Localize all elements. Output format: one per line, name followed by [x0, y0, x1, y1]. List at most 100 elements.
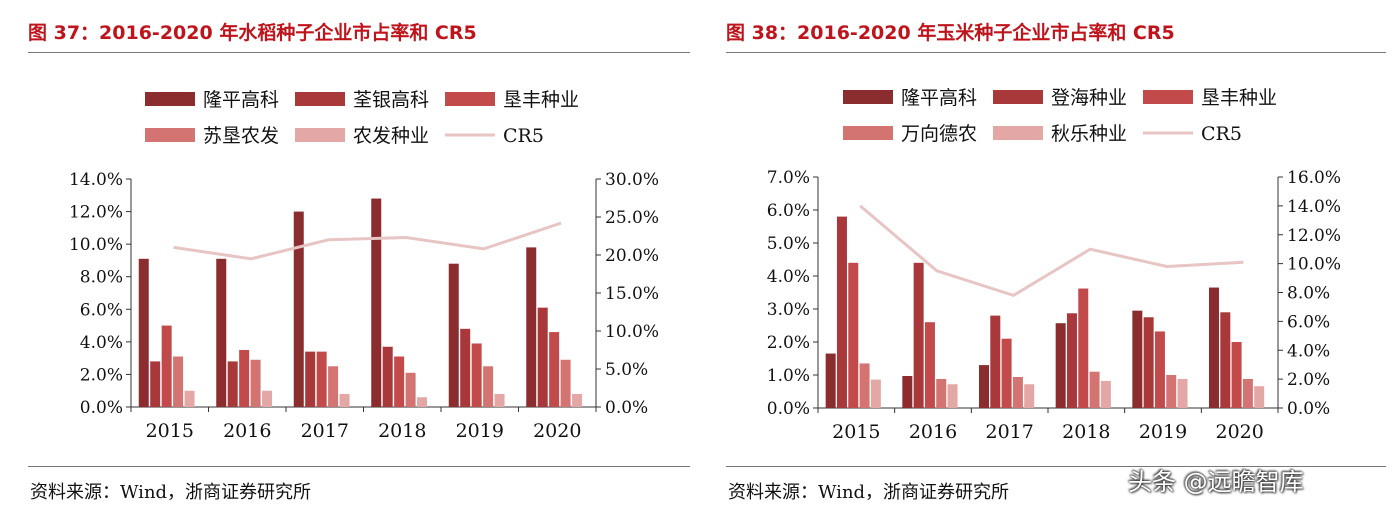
- y-left-tick-label: 10.0%: [69, 235, 123, 255]
- bar-万向德农: [1166, 375, 1177, 408]
- bar-垦丰种业: [549, 332, 560, 407]
- bar-隆平高科: [293, 211, 304, 407]
- y-right-tick-label: 14.0%: [1287, 197, 1341, 217]
- legend-label: 万向德农: [901, 123, 977, 145]
- x-tick-label: 2015: [832, 421, 880, 443]
- x-tick-label: 2019: [456, 420, 504, 442]
- line-CR5: [173, 221, 562, 261]
- bar-苏垦农发: [560, 359, 571, 407]
- y-right-tick-label: 0.0%: [605, 398, 648, 418]
- y-right-tick-label: 25.0%: [605, 208, 659, 228]
- legend-label: 秋乐种业: [1051, 123, 1127, 145]
- chart-source: 资料来源：Wind，浙商证券研究所: [30, 482, 312, 503]
- chart-panel-rice: 图 37：2016-2020 年水稻种子企业市占率和 CR5 隆平高科 荃银高科 垦…: [28, 0, 690, 509]
- legend-swatch: [295, 92, 345, 106]
- legend-swatch: [145, 128, 195, 142]
- bar-苏垦农发: [328, 366, 339, 407]
- y-right-tick-label: 16.0%: [1287, 168, 1341, 188]
- bar-垦丰种业: [161, 325, 172, 407]
- watermark-text: 头条 @远瞻智库: [1128, 468, 1304, 496]
- x-tick-label: 2018: [1062, 421, 1110, 443]
- bar-登海种业: [1143, 317, 1154, 408]
- bar-苏垦农发: [405, 372, 416, 407]
- legend-label: CR5: [503, 125, 544, 147]
- legend-label: 荃银高科: [353, 89, 429, 111]
- legend-swatch: [1143, 90, 1193, 104]
- bar-隆平高科: [825, 353, 836, 408]
- x-tick-label: 2018: [378, 420, 426, 442]
- bar-农发种业: [417, 397, 428, 407]
- y-right-tick-label: 6.0%: [1287, 312, 1330, 332]
- y-right-tick-label: 10.0%: [1287, 255, 1341, 275]
- y-right-tick-label: 30.0%: [605, 170, 659, 190]
- bar-农发种业: [572, 393, 583, 407]
- bar-垦丰种业: [1001, 338, 1012, 408]
- y-right-tick-label: 20.0%: [605, 246, 659, 266]
- bar-隆平高科: [1209, 287, 1219, 408]
- bar-苏垦农发: [250, 359, 261, 407]
- y-left-tick-label: 7.0%: [767, 168, 810, 188]
- y-left-tick-label: 14.0%: [69, 170, 123, 190]
- y-left-tick-label: 8.0%: [80, 268, 123, 288]
- bar-荃银高科: [227, 361, 238, 407]
- legend-swatch: [295, 128, 345, 142]
- bar-隆平高科: [526, 247, 537, 407]
- bar-垦丰种业: [1154, 331, 1165, 408]
- bar-秋乐种业: [1254, 386, 1265, 408]
- bar-垦丰种业: [394, 356, 405, 407]
- y-right-tick-label: 2.0%: [1287, 370, 1330, 390]
- bar-荃银高科: [150, 361, 161, 407]
- bar-农发种业: [339, 393, 350, 407]
- bar-秋乐种业: [947, 384, 958, 408]
- bar-登海种业: [913, 262, 924, 408]
- bar-农发种业: [184, 390, 195, 407]
- legend-swatch: [993, 90, 1043, 104]
- x-tick-label: 2020: [1215, 421, 1263, 443]
- bar-秋乐种业: [1177, 378, 1188, 408]
- y-right-tick-label: 8.0%: [1287, 284, 1330, 304]
- y-right-tick-label: 5.0%: [605, 360, 648, 380]
- legend-label: 垦丰种业: [503, 89, 579, 111]
- bar-万向德农: [936, 378, 947, 408]
- legend-label: 隆平高科: [203, 89, 279, 111]
- legend-swatch: [993, 126, 1043, 140]
- line-CR5: [859, 204, 1244, 298]
- bar-垦丰种业: [848, 262, 859, 408]
- bar-隆平高科: [1132, 310, 1143, 408]
- y-left-tick-label: 12.0%: [69, 203, 123, 223]
- x-tick-label: 2019: [1139, 421, 1187, 443]
- y-left-tick-label: 0.0%: [80, 398, 123, 418]
- bar-垦丰种业: [471, 343, 482, 407]
- chart-title: 图 38：2016-2020 年玉米种子企业市占率和 CR5: [726, 22, 1175, 44]
- chart-title: 图 37：2016-2020 年水稻种子企业市占率和 CR5: [28, 22, 477, 44]
- legend-label: 垦丰种业: [1201, 87, 1277, 109]
- legend-swatch: [445, 92, 495, 106]
- bar-荃银高科: [537, 307, 548, 407]
- y-left-tick-label: 6.0%: [767, 201, 810, 221]
- bar-垦丰种业: [1078, 288, 1089, 408]
- bar-万向德农: [1089, 371, 1100, 408]
- bar-荃银高科: [382, 346, 393, 407]
- y-left-tick-label: 1.0%: [767, 366, 810, 386]
- x-tick-label: 2017: [301, 420, 349, 442]
- source-rule: [28, 466, 690, 467]
- legend-label: 登海种业: [1051, 87, 1127, 109]
- bar-登海种业: [836, 216, 847, 408]
- y-left-tick-label: 4.0%: [80, 333, 123, 353]
- bar-隆平高科: [138, 258, 149, 407]
- legend-swatch: [843, 90, 893, 104]
- source-rule: [726, 466, 1386, 467]
- bar-农发种业: [494, 393, 505, 407]
- x-tick-label: 2017: [985, 421, 1033, 443]
- legend-label: 农发种业: [353, 125, 429, 147]
- bar-垦丰种业: [924, 322, 935, 408]
- bar-荃银高科: [305, 351, 316, 407]
- y-left-tick-label: 3.0%: [767, 300, 810, 320]
- title-rule: [28, 52, 690, 53]
- bar-隆平高科: [448, 263, 459, 407]
- bar-垦丰种业: [239, 350, 250, 407]
- bar-隆平高科: [1055, 323, 1066, 408]
- x-tick-label: 2016: [223, 420, 271, 442]
